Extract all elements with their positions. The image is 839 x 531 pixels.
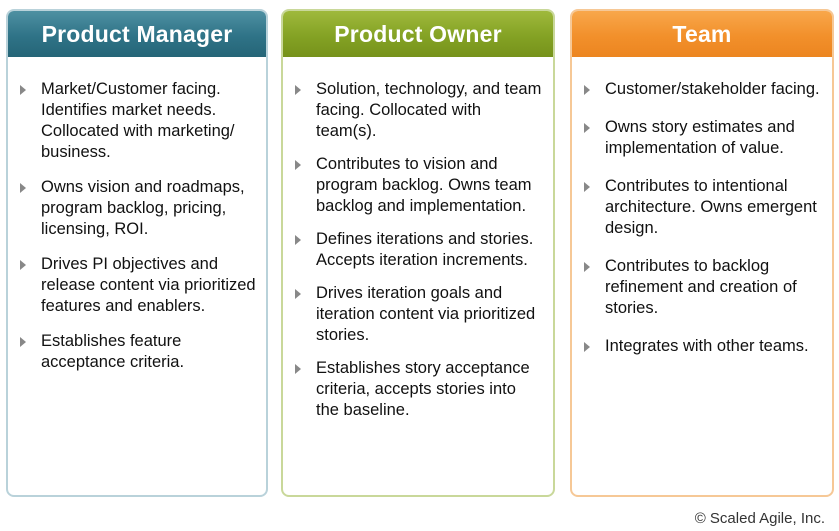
triangle-bullet-icon: [584, 123, 590, 133]
product-manager-list: Market/Customer facing. Identifies marke…: [8, 57, 266, 373]
list-item: Drives iteration goals and iteration con…: [293, 283, 543, 346]
team-header: Team: [572, 11, 832, 57]
item-text: Market/Customer facing. Identifies marke…: [41, 80, 235, 161]
triangle-bullet-icon: [584, 182, 590, 192]
list-item: Defines iterations and stories. Accepts …: [293, 229, 543, 271]
list-item: Owns story estimates and implementation …: [582, 117, 822, 159]
item-text: Establishes feature acceptance criteria.: [41, 332, 185, 371]
triangle-bullet-icon: [295, 160, 301, 170]
product-manager-header: Product Manager: [8, 11, 266, 57]
triangle-bullet-icon: [584, 342, 590, 352]
item-text: Contributes to vision and program backlo…: [316, 155, 532, 215]
triangle-bullet-icon: [295, 235, 301, 245]
triangle-bullet-icon: [20, 260, 26, 270]
triangle-bullet-icon: [584, 85, 590, 95]
item-text: Drives iteration goals and iteration con…: [316, 284, 536, 344]
item-text: Owns story estimates and implementation …: [605, 118, 795, 157]
list-item: Contributes to vision and program backlo…: [293, 154, 543, 217]
list-item: Drives PI objectives and release content…: [18, 254, 256, 317]
item-text: Owns vision and roadmaps, program backlo…: [41, 178, 245, 238]
triangle-bullet-icon: [584, 262, 590, 272]
list-item: Contributes to intentional architecture.…: [582, 176, 822, 239]
list-item: Establishes feature acceptance criteria.: [18, 331, 256, 373]
list-item: Contributes to backlog refinement and cr…: [582, 256, 822, 319]
product-manager-card: Product Manager Market/Customer facing. …: [6, 9, 268, 497]
item-text: Customer/stakeholder facing.: [605, 80, 820, 98]
triangle-bullet-icon: [20, 85, 26, 95]
item-text: Integrates with other teams.: [605, 337, 809, 355]
team-card: Team Customer/stakeholder facing. Owns s…: [570, 9, 834, 497]
item-text: Establishes story acceptance criteria, a…: [316, 359, 530, 419]
triangle-bullet-icon: [20, 337, 26, 347]
list-item: Solution, technology, and team facing. C…: [293, 79, 543, 142]
list-item: Customer/stakeholder facing.: [582, 79, 822, 100]
product-owner-list: Solution, technology, and team facing. C…: [283, 57, 553, 421]
item-text: Contributes to backlog refinement and cr…: [605, 257, 797, 317]
triangle-bullet-icon: [295, 289, 301, 299]
list-item: Integrates with other teams.: [582, 336, 822, 357]
triangle-bullet-icon: [295, 364, 301, 374]
list-item: Owns vision and roadmaps, program backlo…: [18, 177, 256, 240]
item-text: Contributes to intentional architecture.…: [605, 177, 817, 237]
product-owner-card: Product Owner Solution, technology, and …: [281, 9, 555, 497]
product-owner-header: Product Owner: [283, 11, 553, 57]
item-text: Solution, technology, and team facing. C…: [316, 80, 542, 140]
triangle-bullet-icon: [295, 85, 301, 95]
list-item: Establishes story acceptance criteria, a…: [293, 358, 543, 421]
item-text: Defines iterations and stories. Accepts …: [316, 230, 534, 269]
list-item: Market/Customer facing. Identifies marke…: [18, 79, 256, 163]
team-list: Customer/stakeholder facing. Owns story …: [572, 57, 832, 357]
triangle-bullet-icon: [20, 183, 26, 193]
item-text: Drives PI objectives and release content…: [41, 255, 256, 315]
copyright-text: © Scaled Agile, Inc.: [694, 510, 825, 527]
